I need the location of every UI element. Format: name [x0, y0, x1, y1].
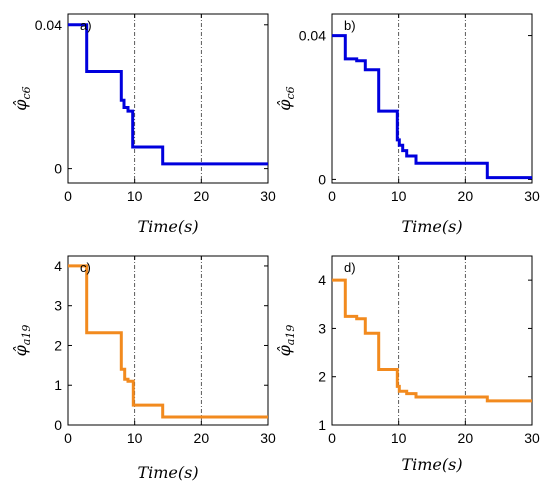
- x-tick-label: 30: [524, 188, 540, 204]
- x-axis-label: Time(s): [137, 463, 198, 482]
- x-tick-label: 0: [64, 188, 72, 204]
- y-axis-label: φ̂a19: [275, 325, 297, 357]
- series-line: [68, 264, 268, 419]
- y-tick-label: 0: [54, 417, 62, 433]
- y-axis-label-subscript: c6: [284, 86, 297, 99]
- axes-box: [67, 255, 269, 426]
- y-tick-label: 2: [318, 369, 326, 385]
- y-axis-label-base: φ̂: [275, 99, 294, 111]
- panel-1: 0 10 20 30 0 0.04 a) Time(s) φ̂c6: [11, 13, 276, 236]
- x-tick-label: 30: [260, 188, 276, 204]
- y-axis-label-subscript: a19: [20, 325, 33, 346]
- y-tick-label: 2: [54, 337, 62, 353]
- panel-2: 0 10 20 30 0 0.04 b) Time(s) φ̂c6: [275, 13, 540, 236]
- y-axis-label-base: φ̂: [11, 344, 30, 356]
- y-axis-label-subscript: c6: [20, 86, 33, 99]
- y-tick-label: 4: [54, 258, 62, 274]
- y-tick-label: 3: [54, 298, 62, 314]
- y-tick-label: 1: [54, 377, 62, 393]
- panel-label: a): [80, 18, 92, 33]
- y-axis-label-base: φ̂: [275, 344, 294, 356]
- axes-box: [331, 13, 533, 184]
- y-tick-label: 1: [318, 417, 326, 433]
- panel-label: d): [344, 260, 356, 275]
- series-line: [332, 34, 532, 180]
- y-axis-label: φ̂c6: [11, 86, 33, 110]
- x-tick-label: 20: [194, 430, 210, 446]
- y-tick-label: 0.04: [299, 28, 326, 44]
- x-axis-label: Time(s): [401, 217, 462, 236]
- panel-label: b): [344, 18, 356, 33]
- x-tick-label: 10: [391, 430, 407, 446]
- y-tick-label: 4: [318, 272, 326, 288]
- panel-3: 0 10 20 30 0 1 2 3 4 c) Time(s) φ̂a19: [11, 255, 276, 482]
- x-tick-label: 20: [458, 430, 474, 446]
- y-tick-label: 0: [318, 171, 326, 187]
- axes-box: [67, 13, 269, 184]
- x-tick-label: 10: [391, 188, 407, 204]
- x-tick-label: 0: [64, 430, 72, 446]
- panel-label: c): [80, 260, 91, 275]
- x-tick-label: 10: [127, 188, 143, 204]
- x-axis-label: Time(s): [137, 217, 198, 236]
- series-line: [68, 23, 268, 166]
- panel-4: 0 10 20 30 1 2 3 4 d) Time(s) φ̂a19: [275, 255, 540, 474]
- y-axis-label: φ̂c6: [275, 86, 297, 110]
- y-tick-label: 0: [54, 161, 62, 177]
- x-tick-label: 20: [458, 188, 474, 204]
- y-axis-label-base: φ̂: [11, 99, 30, 111]
- series-line: [332, 278, 532, 403]
- x-tick-label: 10: [127, 430, 143, 446]
- x-axis-label: Time(s): [401, 455, 462, 474]
- x-tick-label: 30: [524, 430, 540, 446]
- y-axis-label: φ̂a19: [11, 325, 33, 357]
- y-axis-label-subscript: a19: [284, 325, 297, 346]
- x-tick-label: 20: [194, 188, 210, 204]
- x-tick-label: 30: [260, 430, 276, 446]
- x-tick-label: 0: [328, 430, 336, 446]
- y-tick-label: 0.04: [35, 17, 62, 33]
- y-tick-label: 3: [318, 320, 326, 336]
- x-tick-label: 0: [328, 188, 336, 204]
